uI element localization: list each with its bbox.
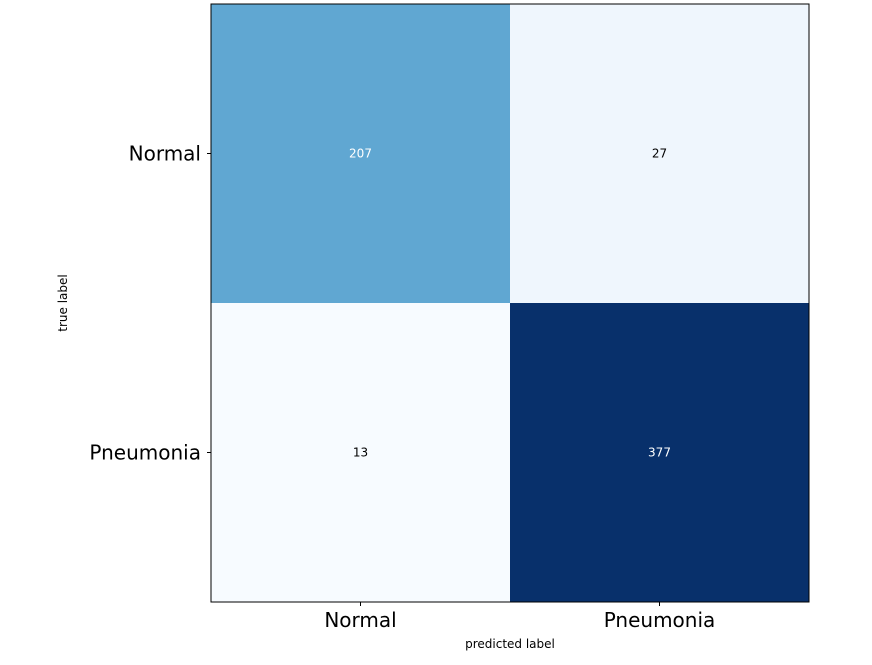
cell-value-label-r0-c0: 207 (349, 147, 372, 161)
heatmap-cell-r0-c1 (510, 4, 809, 303)
cells-layer (211, 4, 809, 602)
cell-text-layer: 207 27 13 377 (349, 147, 671, 460)
plot-frame (210, 3, 810, 603)
cell-value-label-r0-c1: 27 (652, 147, 667, 161)
x-tick-label-1: Pneumonia (604, 608, 716, 632)
y-axis-label: true label (56, 274, 70, 331)
heatmap-cell-r0-c0 (211, 4, 510, 303)
heatmap-cell-r1-c0 (211, 303, 510, 602)
y-tick-label-0: Normal (129, 142, 201, 166)
y-tick-label-1: Pneumonia (89, 441, 201, 465)
heatmap-cell-r1-c1 (510, 303, 809, 602)
cell-value-label-r1-c0: 13 (353, 446, 368, 460)
x-axis-label: predicted label (465, 637, 555, 651)
cell-value-label-r1-c1: 377 (648, 446, 671, 460)
x-tick-label-0: Normal (324, 608, 396, 632)
ticks-layer: Normal Pneumonia Normal Pneumonia (89, 142, 715, 633)
